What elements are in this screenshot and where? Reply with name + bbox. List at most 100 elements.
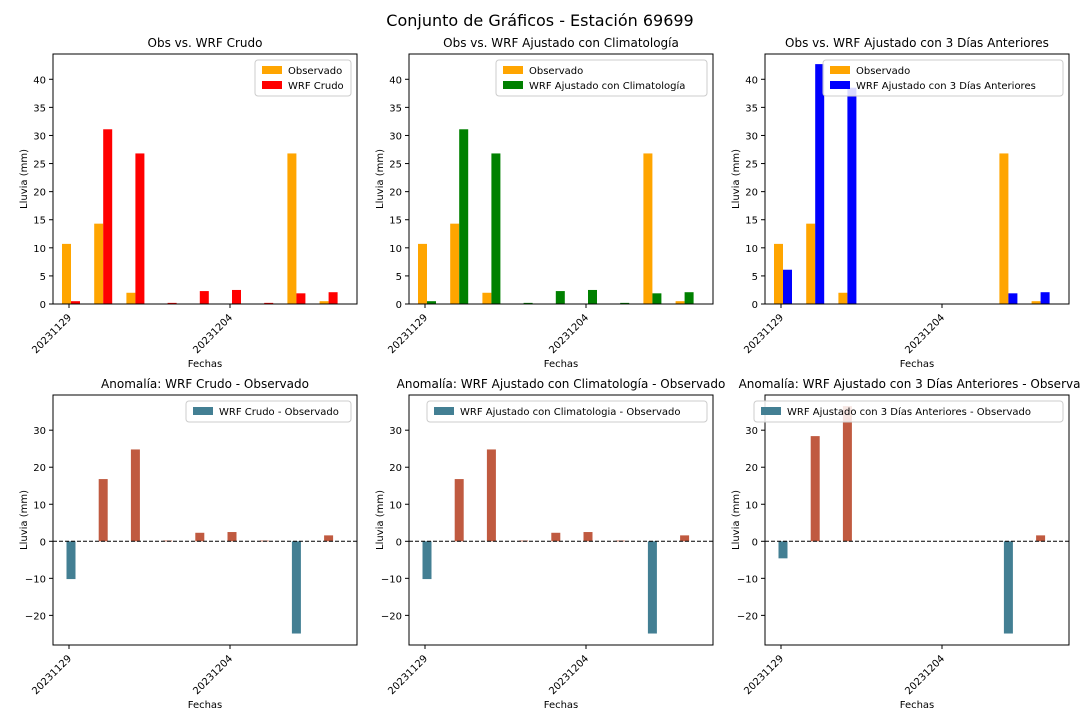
legend-label: WRF Ajustado con 3 Días Anteriores - Obs…: [787, 406, 1031, 418]
bar-observed-20231206: [643, 153, 653, 304]
bar-observed-20231201: [482, 292, 492, 304]
bar-wrf-20231201: [847, 87, 857, 305]
bar-observed-20231129: [418, 243, 427, 304]
y-tick-label: 0: [752, 300, 758, 311]
y-tick-label: 25: [745, 160, 758, 171]
legend-swatch: [434, 407, 454, 415]
y-tick-label: 10: [33, 500, 46, 511]
y-axis-label: Lluvia (mm): [731, 149, 742, 209]
legend-swatch: [503, 81, 523, 89]
legend-swatch: [262, 81, 282, 89]
bar-wrf-20231202: [167, 302, 177, 304]
bar-anomaly-20231130: [810, 436, 820, 542]
bar-wrf-20231205: [264, 302, 274, 304]
y-tick-label: −20: [737, 611, 758, 622]
y-tick-label: 20: [745, 188, 758, 199]
bar-observed-20231129: [62, 243, 71, 304]
bar-observed-20231129: [774, 243, 783, 304]
bar-wrf-20231202: [523, 302, 533, 304]
y-tick-label: 30: [389, 131, 402, 142]
bar-wrf-20231129: [783, 269, 792, 304]
y-tick-label: −10: [737, 574, 758, 585]
bar-anomaly-20231207: [324, 535, 334, 542]
x-tick-label: 20231129: [742, 653, 786, 697]
x-tick-label: 20231129: [386, 312, 430, 356]
plot-frame: [764, 394, 1070, 646]
y-tick-label: 15: [745, 216, 758, 227]
y-tick-label: 40: [389, 75, 402, 86]
y-tick-label: 0: [40, 300, 46, 311]
y-tick-label: −10: [381, 574, 402, 585]
y-tick-label: 30: [389, 426, 402, 437]
x-axis-label: Fechas: [188, 700, 223, 711]
y-axis-label: Lluvia (mm): [375, 149, 386, 209]
y-tick-label: 10: [33, 244, 46, 255]
chart-panel-2: Obs vs. WRF Ajustado con Climatología 0 5 1…: [375, 36, 714, 370]
bar-observed-20231130: [94, 223, 104, 304]
chart-legend: Observado WRF Ajustado con Climatología: [495, 59, 708, 97]
y-tick-label: 10: [389, 500, 402, 511]
bar-wrf-20231206: [296, 293, 306, 304]
legend-swatch: [761, 407, 781, 415]
bar-wrf-20231207: [1040, 292, 1050, 304]
chart-panel-5: Anomalía: WRF Ajustado con Climatología …: [375, 377, 725, 711]
bar-wrf-20231204: [588, 289, 597, 304]
legend-label: WRF Crudo: [288, 81, 344, 92]
y-tick-label: 40: [745, 75, 758, 86]
y-tick-label: 5: [396, 272, 402, 283]
x-tick-label: 20231129: [742, 312, 786, 356]
bar-anomaly-20231129: [778, 541, 788, 559]
legend-swatch: [503, 66, 523, 74]
y-tick-label: 10: [389, 244, 402, 255]
legend-box: [822, 59, 1064, 97]
legend-label: WRF Ajustado con Climatología: [529, 80, 685, 92]
bar-observed-20231130: [806, 223, 816, 304]
y-tick-label: 10: [745, 244, 758, 255]
y-tick-label: 5: [40, 272, 46, 283]
legend-box: [495, 59, 708, 97]
bar-anomaly-20231130: [98, 479, 108, 542]
chart-title: Anomalía: WRF Ajustado con Climatología …: [397, 377, 726, 391]
bar-wrf-20231203: [555, 291, 565, 304]
y-tick-label: −20: [381, 611, 402, 622]
bar-anomaly-20231129: [422, 541, 432, 580]
plot-frame: [52, 53, 358, 305]
bar-observed-20231201: [838, 292, 848, 304]
bar-wrf-20231129: [71, 301, 80, 304]
y-tick-label: 30: [745, 131, 758, 142]
chart-title: Obs vs. WRF Crudo: [148, 36, 263, 50]
y-tick-label: 10: [745, 500, 758, 511]
bar-wrf-20231130: [459, 129, 469, 304]
y-tick-label: 35: [745, 103, 758, 114]
y-axis-label: Lluvia (mm): [375, 490, 386, 550]
chart-title: Anomalía: WRF Crudo - Observado: [101, 377, 309, 391]
legend-box: [426, 400, 708, 423]
legend-box: [753, 400, 1064, 423]
bar-wrf-20231207: [684, 292, 694, 304]
y-tick-label: 30: [745, 426, 758, 437]
chart-panel-3: Obs vs. WRF Ajustado con 3 Días Anterior…: [731, 36, 1070, 370]
y-axis-label: Lluvia (mm): [19, 490, 30, 550]
legend-label: WRF Crudo - Observado: [219, 407, 339, 418]
y-tick-label: 30: [33, 131, 46, 142]
legend-box: [185, 400, 352, 423]
y-tick-label: 20: [389, 463, 402, 474]
chart-legend: Observado WRF Ajustado con 3 Días Anterio…: [822, 59, 1064, 97]
x-axis-label: Fechas: [188, 359, 223, 370]
y-tick-label: 40: [33, 75, 46, 86]
x-tick-label: 20231204: [903, 312, 947, 356]
plot-frame: [408, 394, 714, 646]
bar-anomaly-20231204: [227, 532, 237, 542]
bar-observed-20231130: [450, 223, 460, 304]
bar-anomaly-20231207: [680, 535, 690, 542]
chart-legend: WRF Ajustado con Climatologia - Observad…: [426, 400, 708, 423]
x-axis-label: Fechas: [544, 700, 579, 711]
bar-anomaly-20231204: [583, 532, 593, 542]
chart-panel-4: Anomalía: WRF Crudo - Observado −20 −10 0 10…: [19, 377, 358, 711]
bar-anomaly-20231129: [66, 541, 76, 580]
y-tick-label: −10: [25, 574, 46, 585]
y-tick-label: 35: [33, 103, 46, 114]
x-tick-label: 20231129: [30, 312, 74, 356]
chart-title: Obs vs. WRF Ajustado con 3 Días Anterior…: [785, 36, 1049, 50]
